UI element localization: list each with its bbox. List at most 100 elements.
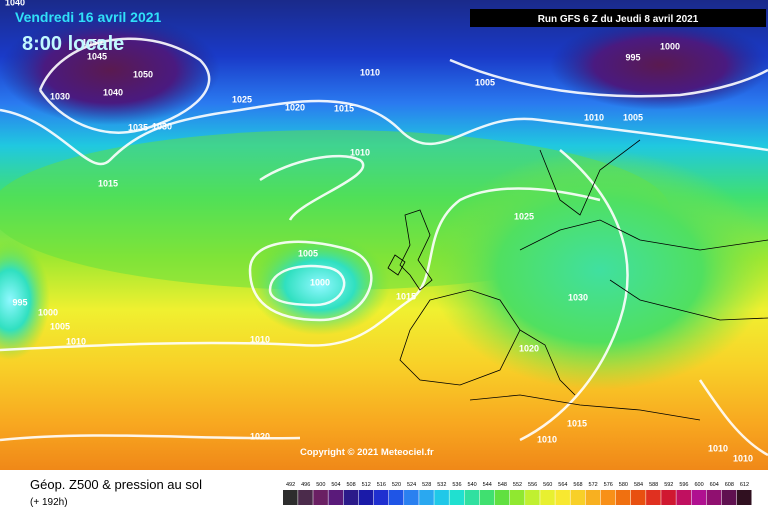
scale-cell bbox=[449, 490, 465, 505]
isobar-label: 1000 bbox=[38, 307, 58, 317]
isobar-label: 1050 bbox=[133, 69, 153, 79]
scale-cell bbox=[646, 490, 661, 505]
isobar-label: 995 bbox=[625, 52, 640, 62]
scale-label: 552 bbox=[513, 482, 522, 488]
scale-cell bbox=[615, 490, 631, 505]
scale-label: 492 bbox=[286, 482, 295, 488]
time: 8:00 locale bbox=[22, 33, 124, 55]
scale-label: 508 bbox=[346, 482, 355, 488]
scale-label: 528 bbox=[422, 482, 431, 488]
scale-cell bbox=[585, 490, 601, 505]
isobar-label: 1040 bbox=[103, 87, 123, 97]
scale-label: 512 bbox=[362, 482, 371, 488]
isobar-label: 1000 bbox=[310, 277, 330, 287]
scale-label: 576 bbox=[604, 482, 613, 488]
scale-label: 612 bbox=[740, 482, 749, 488]
scale-label: 600 bbox=[694, 482, 703, 488]
copyright: Copyright © 2021 Meteociel.fr bbox=[300, 447, 434, 458]
scale-label: 536 bbox=[452, 482, 461, 488]
scale-label: 580 bbox=[619, 482, 628, 488]
scale-cell bbox=[676, 490, 691, 505]
isobar-label: 1025 bbox=[232, 94, 252, 104]
isobars bbox=[0, 37, 768, 457]
scale-cell bbox=[388, 490, 404, 505]
isobar-label: 1010 bbox=[250, 334, 270, 344]
scale-label: 500 bbox=[316, 482, 325, 488]
scale-cell bbox=[721, 490, 737, 505]
run-box bbox=[470, 9, 766, 27]
scale-label: 524 bbox=[407, 482, 416, 488]
scale-label: 560 bbox=[543, 482, 552, 488]
scale-label: 568 bbox=[573, 482, 582, 488]
scale-label: 556 bbox=[528, 482, 537, 488]
isobar-label: 995 bbox=[12, 297, 27, 307]
scale-label: 592 bbox=[664, 482, 673, 488]
scale-cell bbox=[313, 490, 328, 505]
scale-cell bbox=[358, 490, 374, 505]
scale-cell bbox=[328, 490, 344, 505]
scale-cell bbox=[540, 490, 555, 505]
isobar-label: 1020 bbox=[285, 102, 305, 112]
isobar-label: 1015 bbox=[98, 178, 118, 188]
isobar-label: 1010 bbox=[537, 434, 557, 444]
background bbox=[0, 0, 768, 470]
scale-cell bbox=[298, 490, 313, 505]
scale-cell bbox=[479, 490, 495, 505]
isobar-label: 1010 bbox=[66, 336, 86, 346]
isobar-label: 1045 bbox=[87, 51, 107, 61]
scale-cell bbox=[630, 490, 646, 505]
coastlines bbox=[387, 139, 768, 421]
scale-cell bbox=[494, 490, 510, 505]
scale-label: 544 bbox=[483, 482, 492, 488]
isobar-label: 1040 bbox=[5, 0, 25, 7]
scale-label: 504 bbox=[331, 482, 340, 488]
scale-cell bbox=[283, 490, 298, 505]
isobar-label: 1010 bbox=[360, 67, 380, 77]
isobar-label: 1020 bbox=[250, 431, 270, 441]
scale-label: 520 bbox=[392, 482, 401, 488]
scale-cell bbox=[404, 490, 419, 505]
legend-subtitle: (+ 192h) bbox=[30, 497, 68, 508]
isobar-label: 1010 bbox=[708, 443, 728, 453]
isobar-label: 1005 bbox=[50, 321, 70, 331]
scale-label: 496 bbox=[301, 482, 310, 488]
isobar-label: 1035 bbox=[128, 122, 148, 132]
scale-cell bbox=[464, 490, 480, 505]
scale-label: 564 bbox=[558, 482, 567, 488]
scale-label: 588 bbox=[649, 482, 658, 488]
isobar-label: 1030 bbox=[568, 292, 588, 302]
scale-cell bbox=[706, 490, 722, 505]
run-label: Run GFS 6 Z du Jeudi 8 avril 2021 bbox=[538, 14, 699, 25]
isobar-label: 1015 bbox=[396, 291, 416, 301]
isobar-label: 1010 bbox=[350, 147, 370, 157]
isobar-label: 1015 bbox=[334, 103, 354, 113]
scale-cell bbox=[509, 490, 525, 505]
date: Vendredi 16 avril 2021 bbox=[15, 9, 162, 25]
isobar-label: 1050 bbox=[82, 37, 102, 47]
isobar-label: 1005 bbox=[475, 77, 495, 87]
scale-cell bbox=[373, 490, 389, 505]
scale-cell bbox=[525, 490, 540, 505]
scale-label: 596 bbox=[679, 482, 688, 488]
isobar-label: 1010 bbox=[733, 453, 753, 463]
isobar-label: 1015 bbox=[567, 418, 587, 428]
isobar-label: 1010 bbox=[584, 112, 604, 122]
scale-label: 584 bbox=[634, 482, 643, 488]
isobar-label: 1000 bbox=[660, 41, 680, 51]
scale-cell bbox=[600, 490, 616, 505]
isobar-label: 1005 bbox=[623, 112, 643, 122]
scale-label: 532 bbox=[437, 482, 446, 488]
scale-label: 572 bbox=[589, 482, 598, 488]
scale-cell bbox=[570, 490, 586, 505]
scale-label: 608 bbox=[725, 482, 734, 488]
scale-label: 548 bbox=[498, 482, 507, 488]
isobar-label: 1005 bbox=[298, 248, 318, 258]
scale-label: 604 bbox=[710, 482, 719, 488]
scale-cell bbox=[555, 490, 570, 505]
scale-cell bbox=[691, 490, 707, 505]
isobar-label: 1030 bbox=[152, 121, 172, 131]
scale-cell bbox=[661, 490, 676, 505]
scale-label: 516 bbox=[377, 482, 386, 488]
scale-cell bbox=[736, 490, 752, 505]
